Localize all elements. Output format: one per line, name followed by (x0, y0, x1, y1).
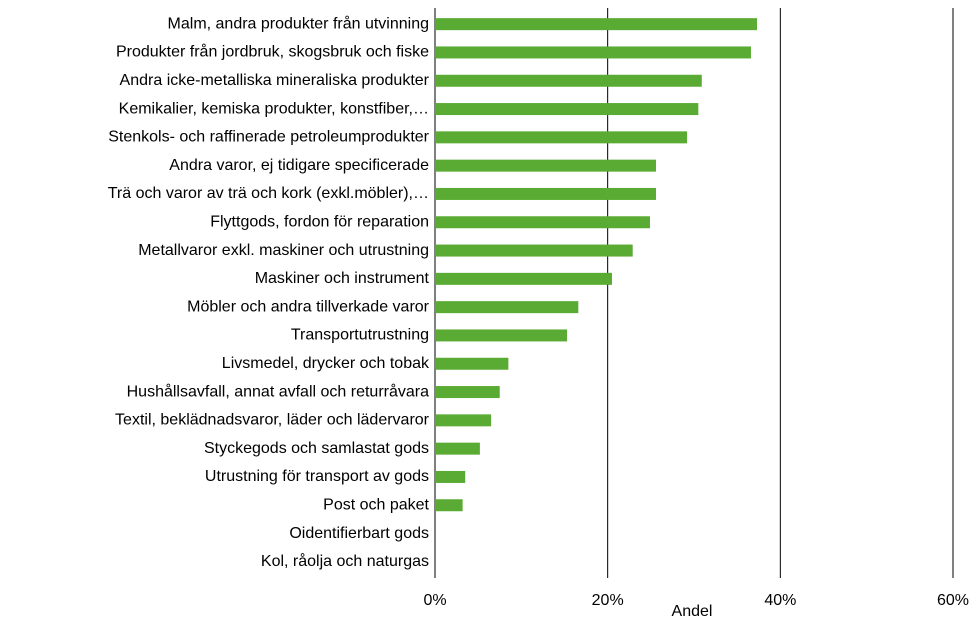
bar (435, 442, 480, 455)
bar (435, 18, 758, 31)
bar (435, 103, 699, 116)
bar (435, 131, 688, 144)
x-axis-label: Andel (672, 603, 713, 620)
bar (435, 386, 500, 399)
bar (435, 470, 466, 483)
bar (435, 414, 492, 427)
y-tick-label: Trä och varor av trä och kork (exkl.möbl… (108, 185, 429, 202)
bar (435, 216, 650, 229)
y-tick-label: Kemikalier, kemiska produkter, konstfibe… (119, 100, 429, 117)
bar (435, 329, 568, 342)
y-tick-label: Livsmedel, drycker och tobak (222, 355, 430, 372)
bar (435, 357, 509, 370)
y-tick-label: Post och paket (323, 496, 429, 513)
x-tick-label: 20% (592, 592, 624, 609)
y-tick-label: Flyttgods, fordon för reparation (210, 213, 429, 230)
y-tick-label: Styckegods och samlastat gods (204, 440, 429, 457)
bar (435, 499, 463, 512)
y-tick-label: Metallvaror exkl. maskiner och utrustnin… (138, 242, 429, 259)
y-tick-label: Utrustning för transport av gods (205, 468, 429, 485)
bar (435, 159, 657, 172)
y-tick-label: Kol, råolja och naturgas (261, 552, 429, 570)
y-tick-label: Transportutrustning (291, 327, 429, 344)
bar (435, 244, 633, 257)
bar (435, 46, 751, 59)
x-tick-label: 40% (764, 592, 796, 609)
bar (435, 301, 579, 314)
bar (435, 187, 657, 200)
x-tick-label: 60% (937, 592, 969, 609)
y-tick-label: Maskiner och instrument (255, 270, 430, 287)
y-tick-label: Möbler och andra tillverkade varor (187, 298, 430, 315)
bar (435, 272, 612, 285)
bar (435, 74, 702, 87)
y-tick-label: Hushållsavfall, annat avfall och returrå… (127, 382, 429, 400)
y-tick-label: Produkter från jordbruk, skogsbruk och f… (116, 43, 429, 61)
y-tick-label: Textil, beklädnadsvaror, läder och läder… (115, 412, 430, 429)
y-tick-label: Stenkols- och raffinerade petroleumprodu… (108, 129, 429, 146)
y-tick-label: Andra varor, ej tidigare specificerade (169, 157, 429, 174)
y-tick-label: Andra icke-metalliska mineraliska produk… (120, 72, 430, 89)
x-tick-label: 0% (423, 592, 446, 609)
y-tick-label: Oidentifierbart gods (289, 525, 429, 542)
y-tick-label: Malm, andra produkter från utvinning (168, 14, 429, 32)
